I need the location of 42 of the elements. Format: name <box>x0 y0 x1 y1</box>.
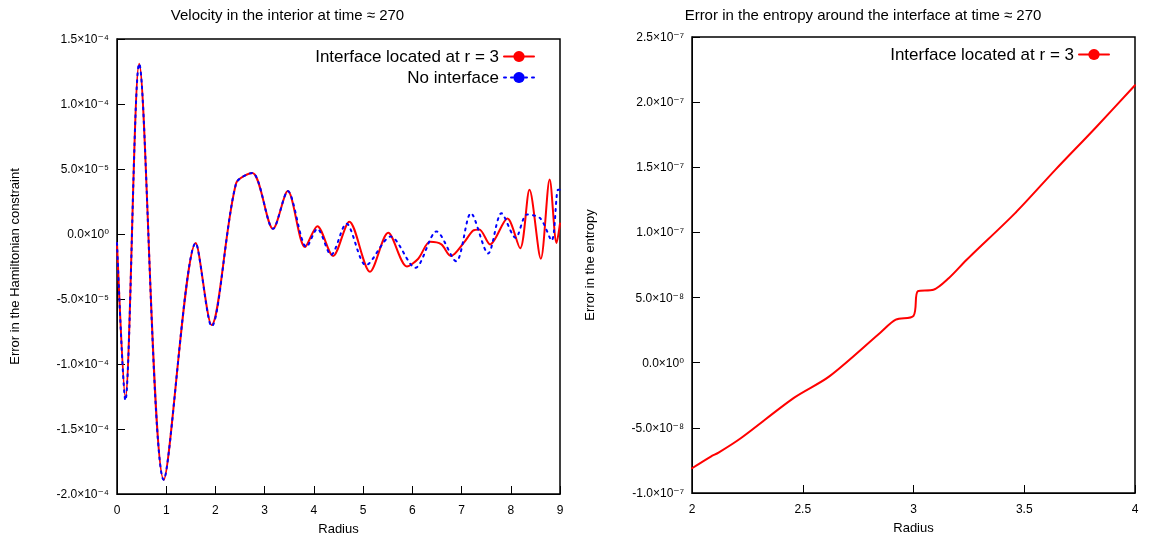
chart-title: Velocity in the interior at time ≈ 270 <box>170 6 405 23</box>
line-series <box>116 62 561 481</box>
y-tick-label: 5.0×10⁻⁵ <box>60 162 110 176</box>
x-tick-label: 5 <box>359 503 367 517</box>
x-tick-label: 0 <box>113 503 121 517</box>
y-tick-label: 2.5×10⁻⁷ <box>636 30 684 44</box>
x-tick-label: 2.5 <box>794 502 812 516</box>
x-tick-label: 2 <box>212 503 220 517</box>
line-series <box>691 84 1136 470</box>
y-tick-label: 1.0×10⁻⁴ <box>60 97 109 111</box>
y-tick-label: 1.0×10⁻⁷ <box>636 225 684 240</box>
legend-label: No interface <box>407 68 499 87</box>
chart-title: Error in the entropy around the interface at time ≈ 270 <box>684 6 1042 23</box>
y-tick-label: -5.0×10⁻⁸ <box>631 420 684 435</box>
y-tick-label: 1.5×10⁻⁴ <box>60 32 109 46</box>
x-tick-label: 4 <box>310 503 318 517</box>
y-tick-label: -1.0×10⁻⁷ <box>632 486 684 500</box>
x-tick-label: 2 <box>688 502 696 516</box>
x-tick-label: 6 <box>408 503 416 517</box>
x-tick-label: 3 <box>261 503 269 517</box>
legend-label: Interface located at r = 3 <box>315 47 499 66</box>
x-tick-label: 1 <box>162 503 170 517</box>
y-tick-label: -2.0×10⁻⁴ <box>56 487 109 501</box>
y-tick-label: 2.0×10⁻⁷ <box>636 95 684 110</box>
x-tick-label: 7 <box>458 503 466 517</box>
y-tick-label: -1.5×10⁻⁴ <box>56 422 109 436</box>
x-axis-title: Radius <box>893 520 935 535</box>
x-tick-label: 3.5 <box>1015 502 1033 516</box>
y-tick-label: 1.5×10⁻⁷ <box>636 160 684 175</box>
y-tick-label: -5.0×10⁻⁵ <box>56 292 110 306</box>
x-tick-label: 4 <box>1131 502 1139 516</box>
y-tick-label: 0.0×10⁰ <box>67 227 110 241</box>
y-axis-title: Error in the Hamiltonian constraint <box>7 167 22 365</box>
y-tick-label: 5.0×10⁻⁸ <box>635 290 684 305</box>
x-axis-title: Radius <box>318 521 360 536</box>
x-tick-label: 8 <box>507 503 515 517</box>
legend-label: Interface located at r = 3 <box>890 45 1074 64</box>
y-axis-title: Error in the entropy <box>582 208 597 321</box>
x-tick-label: 9 <box>556 503 564 517</box>
y-tick-label: 0.0×10⁰ <box>642 355 685 370</box>
x-tick-label: 3 <box>910 502 918 516</box>
y-tick-label: -1.0×10⁻⁴ <box>56 357 109 371</box>
